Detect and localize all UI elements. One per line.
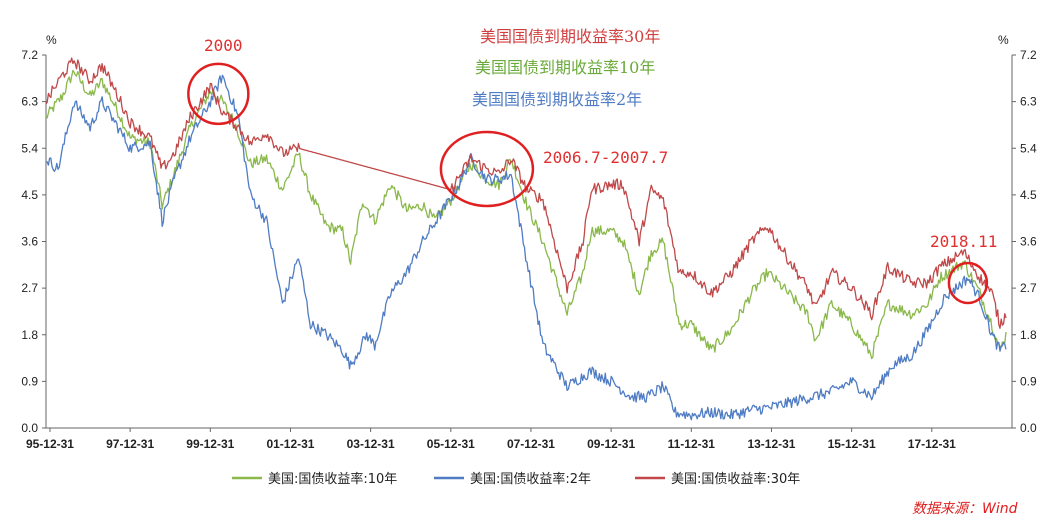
title-2y: 美国国债到期收益率2年 — [472, 90, 642, 109]
y-tick-label-left: 0.9 — [21, 374, 38, 388]
y-tick-label-right: 5.4 — [1020, 141, 1037, 155]
legend: 美国:国债收益率:10年 美国:国债收益率:2年 美国:国债收益率:30年 — [232, 471, 800, 487]
source-label: 数据来源：Wind — [912, 501, 1018, 517]
y-tick-label-right: 4.5 — [1020, 188, 1037, 202]
title-10y: 美国国债到期收益率10年 — [475, 58, 655, 77]
legend-label-10y: 美国:国债收益率:10年 — [268, 471, 397, 487]
y-tick-label-right: 2.7 — [1020, 281, 1037, 295]
x-tick-label: 13-12-31 — [747, 437, 795, 451]
x-tick-label: 05-12-31 — [427, 437, 475, 451]
y-tick-label-left: 2.7 — [21, 281, 38, 295]
x-tick-label: 03-12-31 — [347, 437, 395, 451]
y-unit-left: % — [46, 33, 57, 47]
annotations: 2000 2006.7-2007.7 2018.11 — [204, 36, 997, 251]
y-tick-label-left: 3.6 — [21, 235, 38, 249]
series-line-0 — [45, 69, 1007, 360]
annotation-2018: 2018.11 — [930, 232, 997, 251]
y-tick-label-left: 0.0 — [21, 421, 38, 435]
legend-label-2y: 美国:国债收益率:2年 — [470, 471, 591, 487]
y-tick-label-right: 0.9 — [1020, 374, 1037, 388]
chart-titles: 美国国债到期收益率30年 美国国债到期收益率10年 美国国债到期收益率2年 — [472, 27, 660, 109]
y-tick-label-left: 1.8 — [21, 328, 38, 342]
y-tick-label-right: 0.0 — [1020, 421, 1037, 435]
x-tick-label: 09-12-31 — [587, 437, 635, 451]
title-30y: 美国国债到期收益率30年 — [480, 27, 660, 46]
x-tick-label: 01-12-31 — [266, 437, 314, 451]
y-ticks-left: 0.0 0.9 1.8 2.7 3.6 4.5 5.4 6.3 7.2 — [21, 48, 46, 435]
y-tick-label-left: 5.4 — [21, 141, 38, 155]
x-tick-label: 95-12-31 — [26, 437, 74, 451]
highlight-circle — [947, 261, 989, 305]
highlight-circles — [187, 62, 989, 305]
legend-label-30y: 美国:国债收益率:30年 — [671, 471, 800, 487]
x-tick-label: 97-12-31 — [106, 437, 154, 451]
x-ticks: 95-12-31 97-12-31 99-12-31 01-12-31 03-12-31… — [26, 428, 956, 451]
x-tick-label: 17-12-31 — [908, 437, 956, 451]
y-tick-label-right: 6.3 — [1020, 95, 1037, 109]
highlight-circle — [439, 130, 535, 208]
y-tick-label-right: 3.6 — [1020, 235, 1037, 249]
series-line-1 — [45, 74, 1007, 421]
annotation-2006-2007: 2006.7-2007.7 — [543, 148, 668, 167]
annotation-2000: 2000 — [204, 36, 243, 55]
x-tick-label: 07-12-31 — [507, 437, 555, 451]
y-unit-right: % — [998, 33, 1009, 47]
y-ticks-right: 0.0 0.9 1.8 2.7 3.6 4.5 5.4 6.3 7.2 — [1012, 48, 1037, 435]
y-tick-label-left: 6.3 — [21, 95, 38, 109]
x-tick-label: 99-12-31 — [186, 437, 234, 451]
highlight-circle — [187, 62, 250, 126]
y-tick-label-left: 4.5 — [21, 188, 38, 202]
x-tick-label: 15-12-31 — [828, 437, 876, 451]
y-tick-label-left: 7.2 — [21, 48, 38, 62]
y-tick-label-right: 1.8 — [1020, 328, 1037, 342]
y-tick-label-right: 7.2 — [1020, 48, 1037, 62]
x-tick-label: 11-12-31 — [668, 437, 716, 451]
